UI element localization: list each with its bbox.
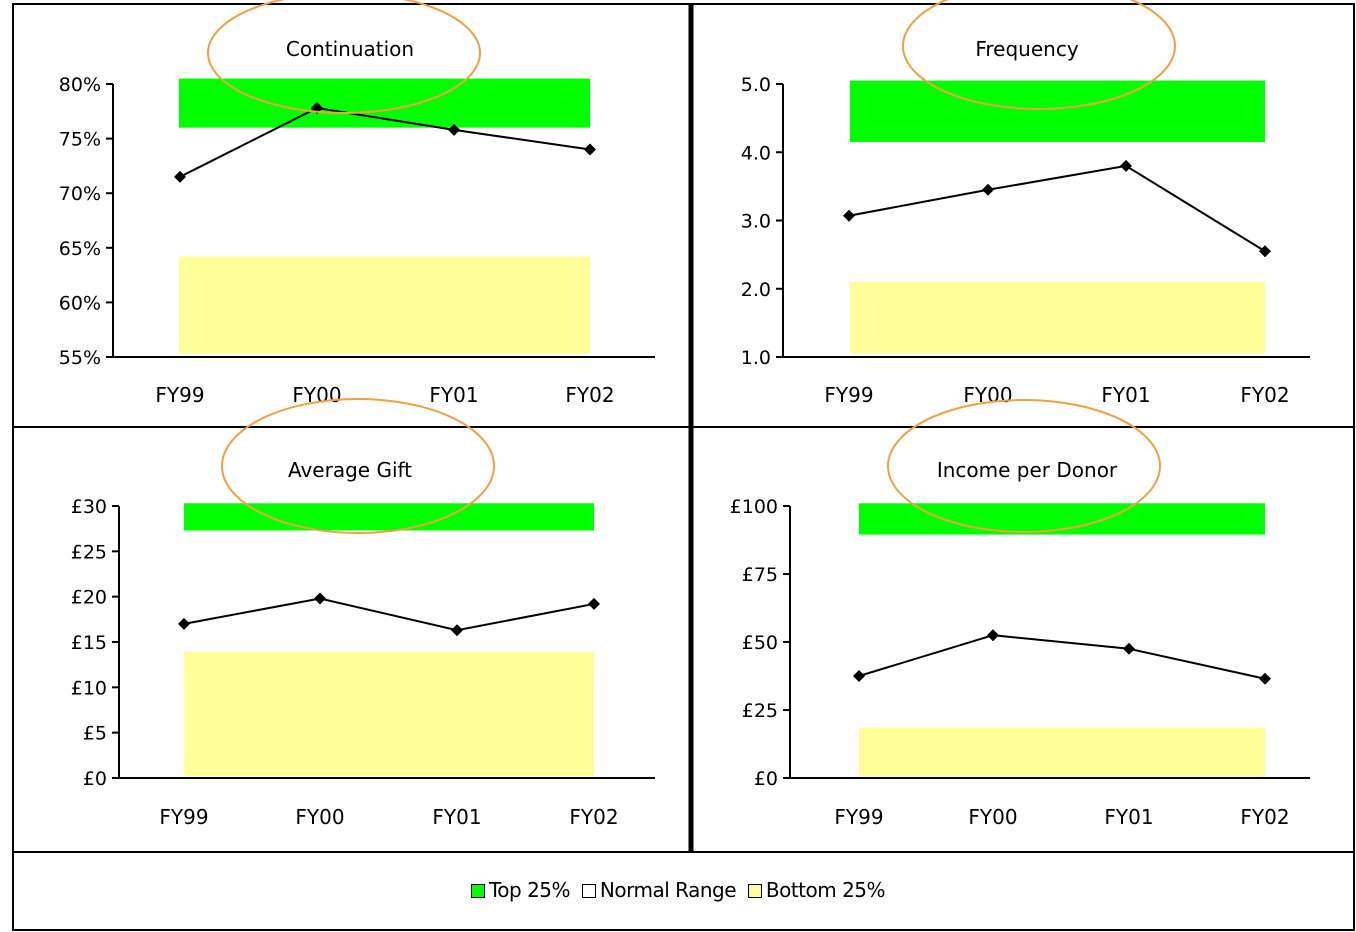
- top-25-band: [179, 78, 590, 128]
- series-line: [179, 106, 591, 178]
- x-tick-label: FY02: [1240, 805, 1289, 829]
- data-point: [314, 592, 326, 605]
- x-tick-label: FY99: [834, 805, 883, 829]
- data-point: [448, 123, 460, 136]
- y-tick-label: £5: [83, 723, 107, 745]
- legend-item-bottom: Bottom 25%: [747, 878, 886, 902]
- y-tick-label: 4.0: [741, 142, 771, 164]
- bottom-25-band: [850, 281, 1265, 354]
- x-tick-label: FY00: [295, 805, 344, 829]
- chart-title: Frequency: [975, 37, 1078, 61]
- x-tick-label: FY02: [1240, 383, 1289, 407]
- x-tick-label: FY02: [565, 383, 614, 407]
- x-tick-label: FY00: [292, 383, 341, 407]
- x-tick-label: FY99: [159, 805, 208, 829]
- y-tick-label: 75%: [59, 129, 101, 151]
- highlight-ellipse: [207, 0, 481, 114]
- y-tick-label: £10: [71, 677, 107, 699]
- chart-title: Income per Donor: [937, 458, 1118, 482]
- y-tick-label: £25: [71, 541, 107, 563]
- y-tick-label: 2.0: [741, 279, 771, 301]
- highlight-ellipse: [887, 399, 1161, 533]
- y-tick-label: 70%: [59, 183, 101, 205]
- data-point: [451, 624, 463, 637]
- bottom-25-band: [179, 256, 590, 354]
- chart-3: £0 £5 £10 £15 £20 £25 £30 FY99 FY00 FY01 FY02 Avera…: [71, 398, 655, 829]
- chart-title: Continuation: [286, 37, 414, 61]
- x-tick-label: FY01: [432, 805, 481, 829]
- data-point: [1259, 245, 1271, 258]
- data-point: [843, 209, 855, 222]
- data-point: [1123, 642, 1135, 655]
- data-point: [174, 170, 186, 183]
- chart-legend: Top 25% Normal Range Bottom 25%: [0, 878, 1356, 902]
- data-point: [1120, 159, 1132, 172]
- panel-grid: [12, 3, 1355, 931]
- y-tick-label: 80%: [59, 74, 101, 96]
- data-point: [588, 597, 600, 610]
- x-tick-label: FY00: [968, 805, 1017, 829]
- series-line: [183, 597, 595, 632]
- y-tick-label: £20: [71, 587, 107, 609]
- data-point: [987, 629, 999, 642]
- bottom-25-band: [859, 727, 1265, 777]
- legend-swatch-normal: [581, 884, 596, 898]
- y-tick-label: £25: [742, 700, 778, 722]
- series-line: [858, 634, 1266, 680]
- data-point: [853, 670, 865, 682]
- y-tick-label: 55%: [59, 347, 101, 369]
- top-25-band: [850, 80, 1265, 143]
- data-point: [1259, 672, 1271, 685]
- highlight-ellipse: [902, 0, 1176, 110]
- series-line: [848, 164, 1266, 253]
- chart-1: 55% 60% 65% 70% 75% 80% FY99 FY00 FY01 FY02 Contin…: [59, 0, 655, 407]
- legend-swatch-bottom: [747, 884, 762, 898]
- y-tick-label: £50: [742, 632, 778, 654]
- y-tick-label: 1.0: [741, 347, 771, 369]
- y-tick-label: £75: [742, 564, 778, 586]
- y-tick-label: £30: [71, 496, 107, 518]
- y-tick-label: 3.0: [741, 211, 771, 233]
- y-tick-label: £0: [83, 768, 107, 790]
- y-tick-label: £15: [71, 632, 107, 654]
- x-tick-label: FY01: [1104, 805, 1153, 829]
- y-tick-label: £0: [754, 768, 778, 790]
- chart-4: £0 £25 £50 £75 £100 FY99 FY00 FY01 FY02 Income pe…: [730, 399, 1310, 829]
- charts-layer: 55% 60% 65% 70% 75% 80% FY99 FY00 FY01 FY02 Contin…: [59, 0, 1310, 829]
- y-tick-label: £100: [730, 496, 778, 518]
- bottom-25-band: [184, 651, 594, 777]
- data-point: [982, 183, 994, 196]
- y-tick-label: 65%: [59, 238, 101, 260]
- legend-label-normal: Normal Range: [599, 878, 737, 902]
- y-tick-label: 60%: [59, 292, 101, 314]
- x-tick-label: FY01: [429, 383, 478, 407]
- legend-item-top: Top 25%: [470, 878, 571, 902]
- x-tick-label: FY99: [824, 383, 873, 407]
- data-point: [584, 143, 596, 156]
- x-tick-label: FY01: [1101, 383, 1150, 407]
- legend-swatch-top: [470, 884, 485, 898]
- data-point: [178, 617, 190, 630]
- chart-2: 1.0 2.0 3.0 4.0 5.0 FY99 FY00 FY01 FY02 Frequency: [741, 0, 1310, 407]
- x-tick-label: FY00: [963, 383, 1012, 407]
- legend-label-top: Top 25%: [488, 878, 571, 902]
- top-25-band: [184, 503, 594, 531]
- x-tick-label: FY02: [569, 805, 618, 829]
- legend-item-normal: Normal Range: [581, 878, 737, 902]
- highlight-ellipse: [221, 398, 495, 534]
- x-tick-label: FY99: [155, 383, 204, 407]
- outer-frame: [12, 3, 1355, 931]
- legend-label-bottom: Bottom 25%: [765, 878, 886, 902]
- y-tick-label: 5.0: [741, 74, 771, 96]
- chart-title: Average Gift: [288, 458, 412, 482]
